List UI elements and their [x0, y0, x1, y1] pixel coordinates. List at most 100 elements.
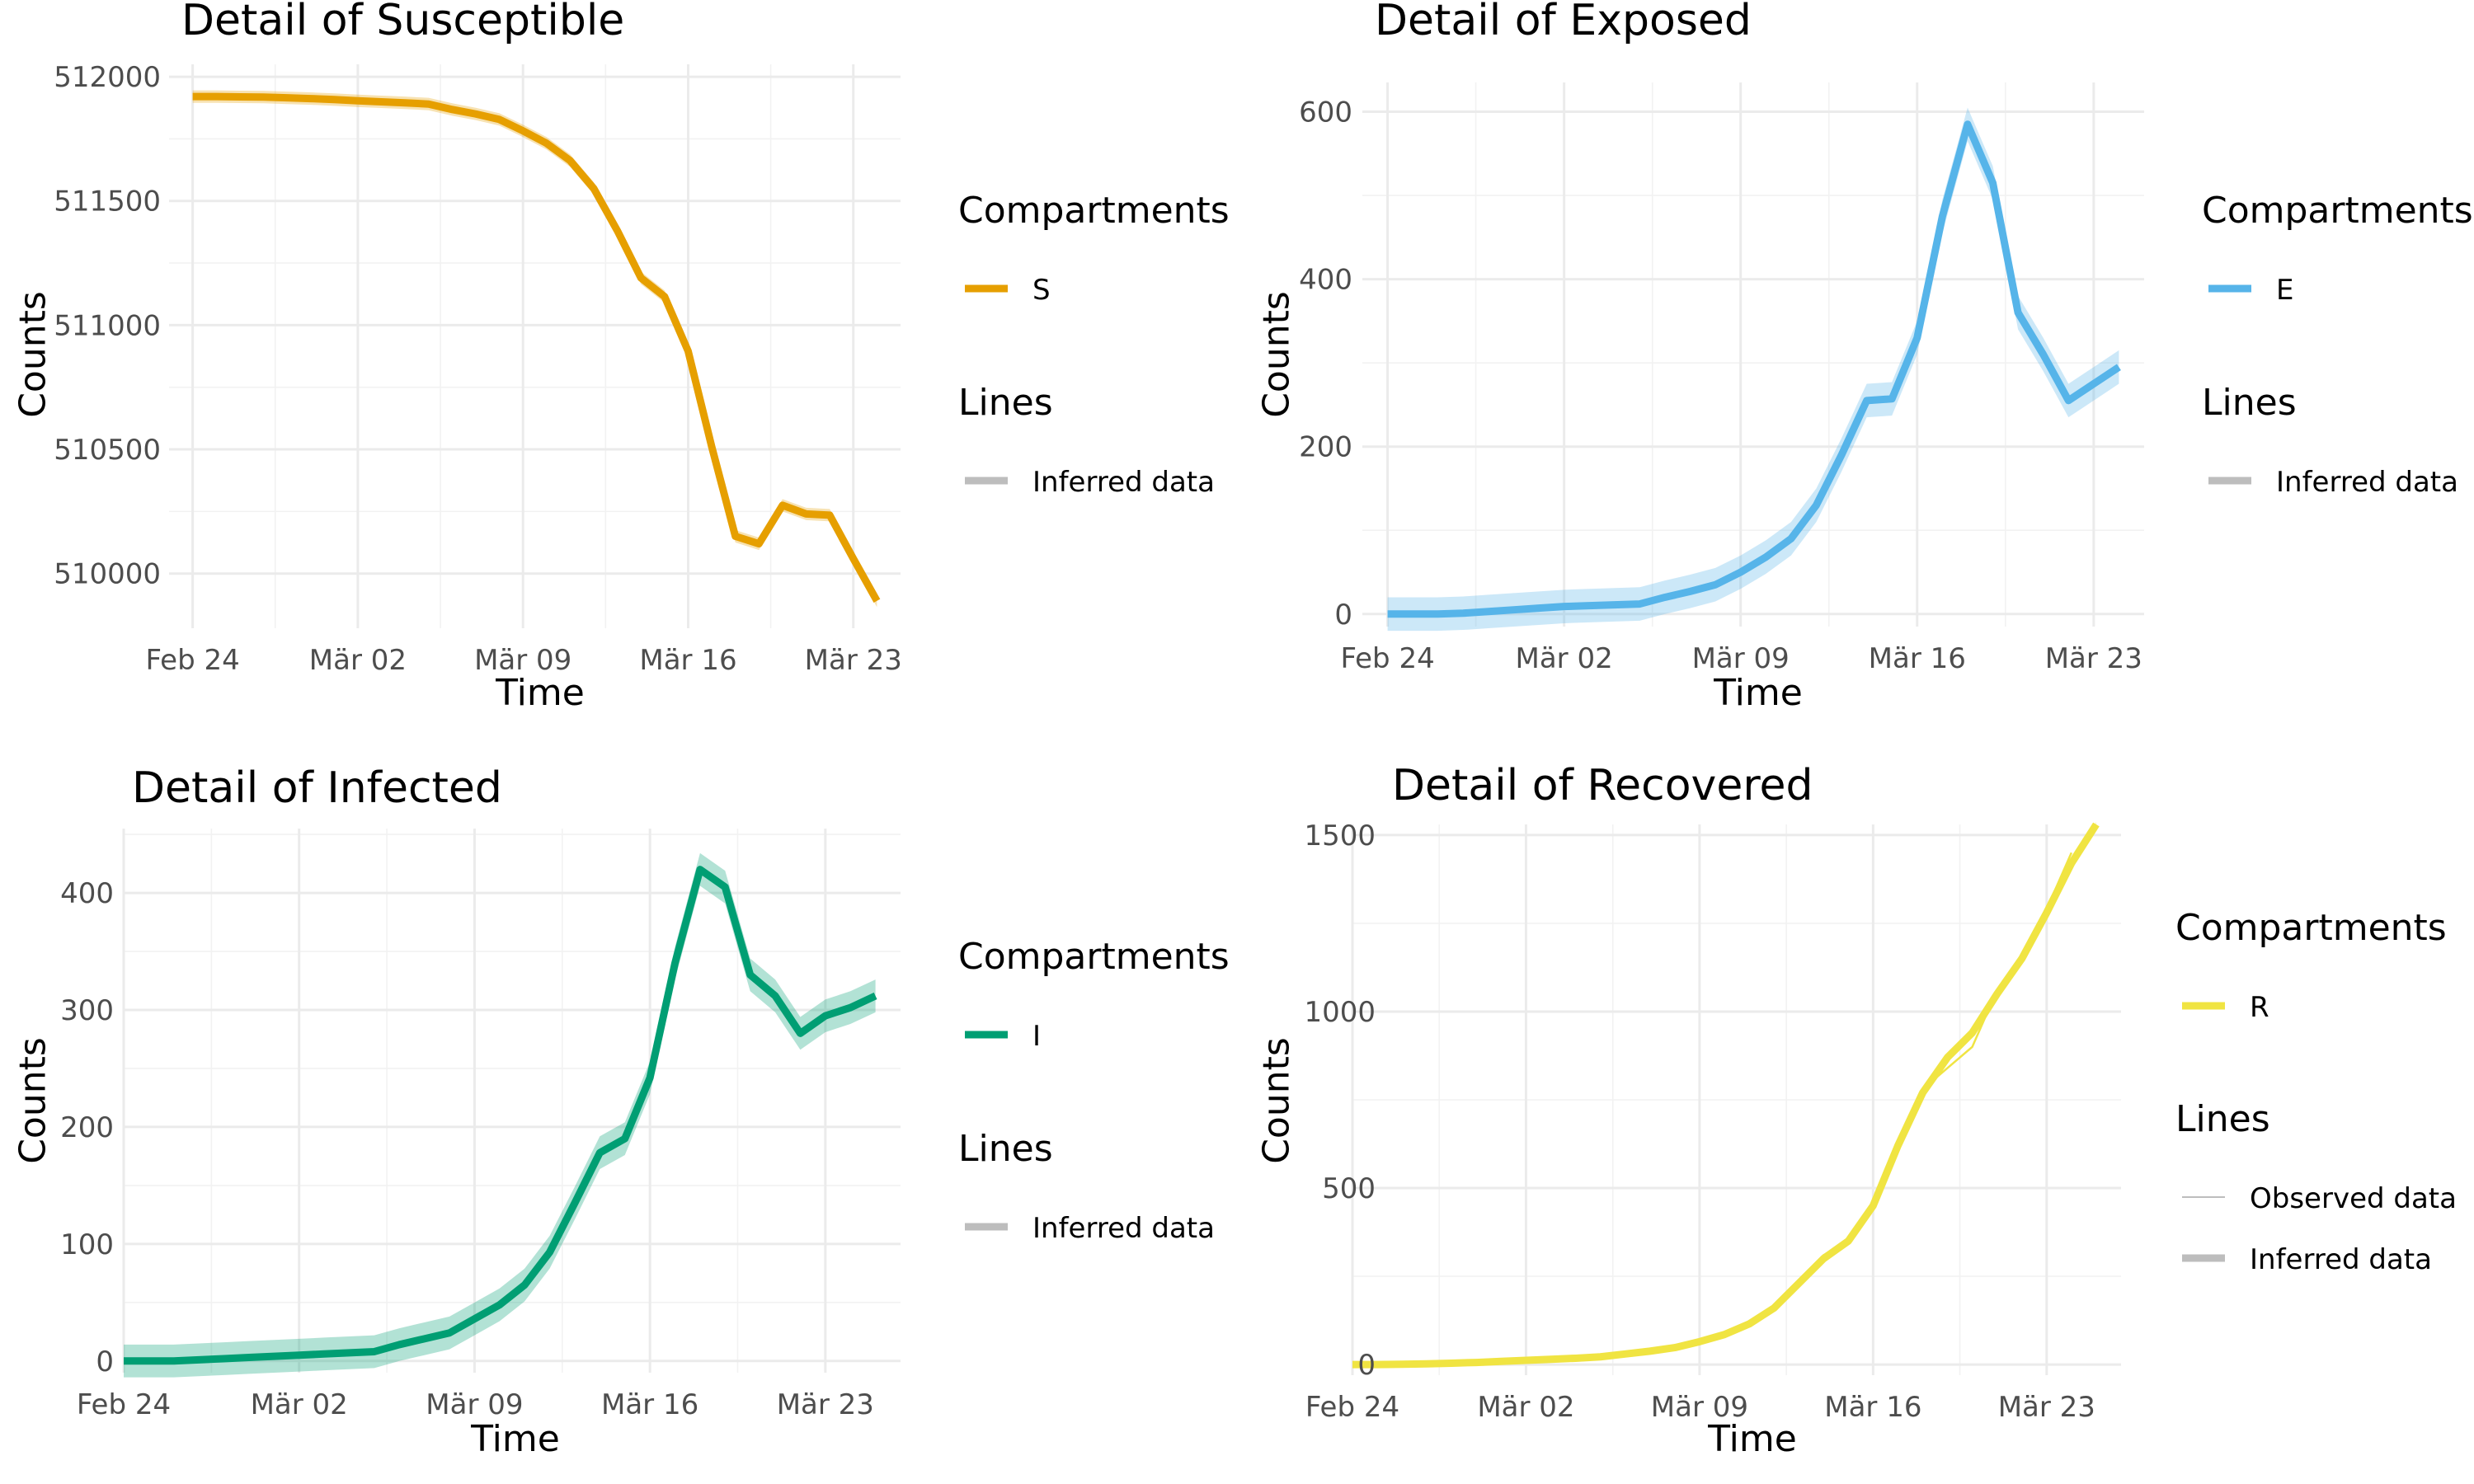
x-tick-label: Feb 24 — [77, 1388, 171, 1421]
legend-line-label: Inferred data — [2276, 466, 2458, 499]
tick-labels: Feb 24 Mär 02 Mär 09 Mär 16 Mär 23 510000 5105… — [54, 61, 902, 677]
grid — [169, 64, 901, 628]
x-tick-label: Mär 02 — [309, 644, 407, 677]
y-tick-label: 200 — [60, 1111, 114, 1144]
legend-lines-title: Lines — [2175, 1098, 2270, 1140]
legend: Compartments S Lines Inferred data — [958, 190, 1230, 499]
legend: Compartments E Lines Inferred data — [2202, 190, 2473, 499]
y-tick-label: 511500 — [54, 186, 161, 218]
y-tick-label: 1000 — [1304, 996, 1376, 1029]
chart-svg: Feb 24 Mär 02 Mär 09 Mär 16 Mär 23 0 200 400 600… — [1256, 0, 2473, 714]
x-tick-label: Mär 16 — [1824, 1391, 1921, 1424]
y-tick-label: 0 — [1334, 599, 1352, 632]
legend-line-label: Observed data — [2250, 1182, 2457, 1215]
series-i-line — [124, 866, 877, 1365]
x-tick-label: Mär 09 — [1692, 642, 1790, 675]
legend: Compartments R Lines Observed data Inferred … — [2175, 907, 2457, 1276]
exposed-chart-panel: Feb 24 Mär 02 Mär 09 Mär 16 Mär 23 0 200 400 600… — [1237, 0, 2474, 742]
y-tick-label: 511000 — [54, 309, 161, 342]
y-tick-label: 512000 — [54, 61, 161, 94]
x-tick-label: Mär 23 — [777, 1388, 874, 1421]
y-tick-label: 510500 — [54, 434, 161, 467]
x-axis-title: Time — [1713, 672, 1803, 714]
series-s-ribbon — [192, 90, 877, 608]
series-group — [1352, 821, 2100, 1369]
x-axis-title: Time — [495, 672, 585, 714]
x-tick-label: Mär 02 — [1516, 642, 1613, 675]
series-r-line — [1352, 822, 2100, 1369]
chart-svg: Feb 24 Mär 02 Mär 09 Mär 16 Mär 23 0 500 1000 15… — [1256, 761, 2457, 1460]
y-tick-label: 600 — [1299, 96, 1352, 129]
x-tick-label: Mär 23 — [1998, 1391, 2095, 1424]
legend-compartments-title: Compartments — [958, 936, 1230, 978]
legend-compartments-title: Compartments — [2175, 907, 2447, 949]
tick-labels: Feb 24 Mär 02 Mär 09 Mär 16 Mär 23 0 500 1000 15… — [1304, 819, 2095, 1424]
x-tick-label: Feb 24 — [1340, 642, 1434, 675]
legend-compartments-title: Compartments — [958, 190, 1230, 232]
infected-chart-panel: Feb 24 Mär 02 Mär 09 Mär 16 Mär 23 0 100 200 300… — [0, 742, 1237, 1484]
legend-lines-title: Lines — [958, 382, 1053, 424]
series-s-line — [192, 92, 881, 603]
series-group — [124, 852, 877, 1378]
tick-labels: Feb 24 Mär 02 Mär 09 Mär 16 Mär 23 0 100 200 300… — [60, 877, 874, 1421]
legend: Compartments I Lines Inferred data — [958, 936, 1230, 1245]
y-tick-label: 300 — [60, 994, 114, 1027]
y-tick-label: 0 — [96, 1345, 114, 1378]
chart-title: Detail of Infected — [132, 763, 502, 813]
y-tick-label: 100 — [60, 1228, 114, 1261]
series-r-observed-line — [1352, 852, 2073, 1366]
series-e-line — [1387, 120, 2121, 618]
y-tick-label: 500 — [1322, 1172, 1376, 1205]
x-tick-label: Mär 02 — [1477, 1391, 1574, 1424]
legend-line-label: Inferred data — [2250, 1243, 2432, 1276]
y-axis-title: Counts — [12, 1037, 54, 1164]
chart-title: Detail of Recovered — [1392, 761, 1813, 810]
legend-lines-title: Lines — [958, 1128, 1053, 1170]
y-tick-label: 1500 — [1304, 819, 1376, 852]
series-e-ribbon — [1387, 107, 2119, 632]
legend-compartments-title: Compartments — [2202, 190, 2473, 232]
tick-labels: Feb 24 Mär 02 Mär 09 Mär 16 Mär 23 0 200 400 600 — [1299, 96, 2142, 675]
y-tick-label: 200 — [1299, 431, 1352, 464]
legend-lines-title: Lines — [2202, 382, 2297, 424]
x-tick-label: Mär 16 — [601, 1388, 698, 1421]
y-tick-label: 400 — [1299, 264, 1352, 297]
y-axis-title: Counts — [1256, 1037, 1298, 1164]
x-tick-label: Mär 23 — [805, 644, 902, 677]
recovered-chart-panel: Feb 24 Mär 02 Mär 09 Mär 16 Mär 23 0 500 1000 15… — [1237, 742, 2474, 1484]
chart-title: Detail of Exposed — [1375, 0, 1752, 45]
legend-compartment-label: E — [2276, 274, 2293, 307]
y-axis-title: Counts — [12, 291, 54, 418]
series-group — [1387, 107, 2121, 632]
x-tick-label: Feb 24 — [1305, 1391, 1399, 1424]
y-tick-label: 0 — [1357, 1349, 1376, 1382]
grid — [122, 829, 901, 1373]
legend-compartment-label: R — [2250, 991, 2269, 1024]
legend-line-label: Inferred data — [1032, 466, 1215, 499]
x-tick-label: Mär 16 — [1869, 642, 1966, 675]
x-tick-label: Mär 16 — [639, 644, 736, 677]
x-tick-label: Mär 09 — [426, 1388, 523, 1421]
y-tick-label: 510000 — [54, 558, 161, 591]
x-tick-label: Mär 09 — [474, 644, 571, 677]
legend-compartment-label: S — [1032, 274, 1051, 307]
legend-line-label: Inferred data — [1032, 1212, 1215, 1245]
x-tick-label: Mär 09 — [1651, 1391, 1748, 1424]
grid — [1362, 82, 2144, 627]
series-i-ribbon — [124, 852, 876, 1378]
legend-compartment-label: I — [1032, 1020, 1041, 1053]
x-tick-label: Mär 02 — [251, 1388, 348, 1421]
chart-svg: Feb 24 Mär 02 Mär 09 Mär 16 Mär 23 510000 5105… — [12, 0, 1230, 714]
chart-svg: Feb 24 Mär 02 Mär 09 Mär 16 Mär 23 0 100 200 300… — [12, 763, 1230, 1460]
chart-title: Detail of Susceptible — [181, 0, 624, 45]
susceptible-chart-panel: Feb 24 Mär 02 Mär 09 Mär 16 Mär 23 510000 5105… — [0, 0, 1237, 742]
x-tick-label: Feb 24 — [145, 644, 239, 677]
x-axis-title: Time — [1707, 1418, 1797, 1460]
x-axis-title: Time — [470, 1418, 560, 1460]
series-group — [192, 90, 881, 608]
y-axis-title: Counts — [1256, 291, 1298, 418]
y-tick-label: 400 — [60, 877, 114, 910]
grid — [1351, 824, 2121, 1375]
x-tick-label: Mär 23 — [2045, 642, 2142, 675]
series-r-ribbon — [1352, 821, 2096, 1368]
